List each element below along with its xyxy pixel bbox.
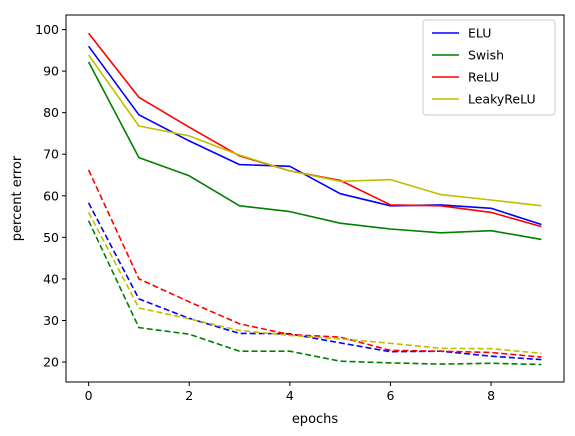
legend-box <box>422 19 556 116</box>
y-tick-label: 100 <box>35 22 59 37</box>
y-tick-label: 40 <box>43 271 59 286</box>
x-tick-label: 2 <box>185 388 193 403</box>
legend-label-relu: ReLU <box>468 70 499 85</box>
y-tick-label: 70 <box>43 147 59 162</box>
plot-frame <box>65 14 565 383</box>
y-tick-label: 90 <box>43 64 59 79</box>
series-line-dashed-5 <box>87 220 542 366</box>
legend: ELU Swish ReLU LeakyReLU <box>422 19 556 116</box>
y-tick-label: 50 <box>43 230 59 245</box>
y-axis-ticks: 20 30 40 50 60 70 80 90 100 <box>35 22 66 370</box>
series-line-dashed-6 <box>87 169 542 358</box>
legend-label-elu: ELU <box>468 26 491 41</box>
y-tick-label: 60 <box>43 188 59 203</box>
x-tick-label: 4 <box>286 388 294 403</box>
y-tick-label: 30 <box>43 313 59 328</box>
y-tick-label: 20 <box>43 355 59 370</box>
x-axis-label: epochs <box>292 412 339 427</box>
y-tick-label: 80 <box>43 105 59 120</box>
series-line-leakyrelu <box>87 54 542 207</box>
series-line-swish <box>87 61 542 241</box>
series-layer <box>87 32 542 366</box>
x-axis-ticks: 0 2 4 6 8 <box>85 382 495 403</box>
x-tick-label: 6 <box>386 388 394 403</box>
y-axis-label: percent error <box>10 155 25 241</box>
series-line-elu <box>87 45 542 226</box>
series-line-dashed-4 <box>87 202 542 361</box>
legend-label-swish: Swish <box>468 48 504 63</box>
legend-label-leakyrelu: LeakyReLU <box>468 92 536 107</box>
x-tick-label: 8 <box>487 388 495 403</box>
x-tick-label: 0 <box>85 388 93 403</box>
